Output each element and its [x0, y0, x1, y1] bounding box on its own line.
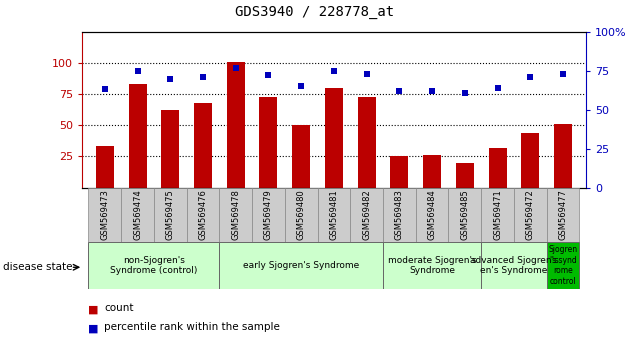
Text: percentile rank within the sample: percentile rank within the sample — [104, 322, 280, 332]
Text: GSM569474: GSM569474 — [133, 189, 142, 240]
Bar — [186, 188, 219, 242]
Text: GSM569477: GSM569477 — [558, 189, 568, 240]
Bar — [554, 124, 572, 188]
Text: GDS3940 / 228778_at: GDS3940 / 228778_at — [236, 5, 394, 19]
Text: GSM569482: GSM569482 — [362, 189, 371, 240]
Text: GSM569475: GSM569475 — [166, 189, 175, 240]
Text: GSM569484: GSM569484 — [428, 189, 437, 240]
Bar — [481, 242, 547, 289]
Text: GSM569480: GSM569480 — [297, 189, 306, 240]
Bar — [154, 188, 186, 242]
Bar — [350, 188, 383, 242]
Bar — [96, 147, 114, 188]
Bar — [285, 188, 318, 242]
Bar — [219, 188, 252, 242]
Text: GSM569485: GSM569485 — [461, 189, 469, 240]
Bar — [121, 188, 154, 242]
Bar — [521, 133, 539, 188]
Text: Sjogren
's synd
rome
control: Sjogren 's synd rome control — [549, 245, 578, 286]
Text: GSM569472: GSM569472 — [526, 189, 535, 240]
Text: early Sjogren's Syndrome: early Sjogren's Syndrome — [243, 261, 359, 270]
Bar — [547, 242, 580, 289]
Bar — [129, 84, 147, 188]
Text: GSM569471: GSM569471 — [493, 189, 502, 240]
Text: GSM569483: GSM569483 — [395, 189, 404, 240]
Bar — [292, 125, 310, 188]
Bar — [88, 188, 121, 242]
Bar — [456, 163, 474, 188]
Text: ■: ■ — [88, 324, 99, 334]
Bar — [547, 188, 580, 242]
Bar — [88, 242, 219, 289]
Bar — [383, 242, 481, 289]
Bar — [260, 97, 277, 188]
Text: count: count — [104, 303, 134, 313]
Text: disease state: disease state — [3, 262, 72, 272]
Text: GSM569481: GSM569481 — [329, 189, 338, 240]
Bar — [358, 97, 375, 188]
Text: moderate Sjogren's
Syndrome: moderate Sjogren's Syndrome — [388, 256, 476, 275]
Bar — [391, 156, 408, 188]
Text: GSM569479: GSM569479 — [264, 189, 273, 240]
Bar — [227, 62, 244, 188]
Bar — [423, 155, 441, 188]
Text: advanced Sjogren's
en's Syndrome: advanced Sjogren's en's Syndrome — [469, 256, 558, 275]
Bar — [318, 188, 350, 242]
Text: GSM569473: GSM569473 — [100, 189, 110, 240]
Bar — [449, 188, 481, 242]
Text: GSM569476: GSM569476 — [198, 189, 207, 240]
Text: non-Sjogren's
Syndrome (control): non-Sjogren's Syndrome (control) — [110, 256, 198, 275]
Bar — [481, 188, 514, 242]
Bar — [219, 242, 383, 289]
Text: ■: ■ — [88, 304, 99, 314]
Bar — [488, 148, 507, 188]
Bar — [252, 188, 285, 242]
Text: GSM569478: GSM569478 — [231, 189, 240, 240]
Bar — [383, 188, 416, 242]
Bar — [514, 188, 547, 242]
Bar — [194, 103, 212, 188]
Bar — [161, 110, 180, 188]
Bar — [325, 88, 343, 188]
Bar — [416, 188, 449, 242]
